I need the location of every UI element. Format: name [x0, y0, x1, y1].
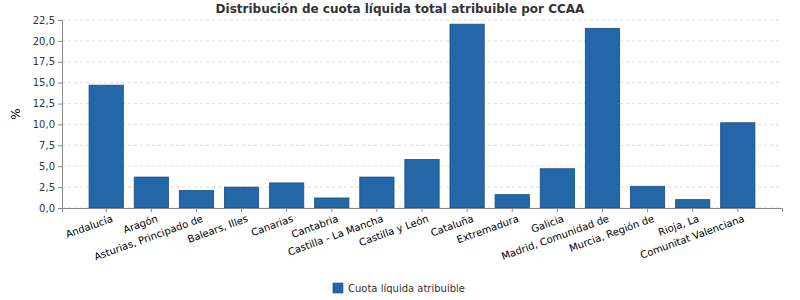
bar	[179, 190, 213, 208]
bar	[450, 24, 484, 208]
y-tick-mark	[58, 124, 62, 125]
bars	[89, 24, 755, 208]
x-tick-label: Extremadura	[455, 213, 520, 246]
x-tick-mark	[106, 208, 107, 212]
y-axis-line	[58, 21, 63, 209]
grid-line	[62, 82, 782, 83]
grid-line	[62, 103, 782, 104]
x-tick-mark	[331, 208, 332, 212]
bar	[315, 198, 349, 208]
y-tick: 22,5	[33, 15, 62, 26]
x-tick: Canarias	[250, 208, 295, 238]
y-tick-label: 15,0	[33, 77, 55, 88]
x-tick-mark	[467, 208, 468, 212]
y-tick-mark	[58, 20, 62, 21]
y-tick-label: 2,5	[39, 182, 55, 193]
x-tick-mark	[602, 208, 603, 212]
x-axis: AndalucíaAragónAsturias, Principado deBa…	[63, 208, 783, 262]
grid-line	[62, 61, 782, 62]
x-tick-mark	[286, 208, 287, 212]
x-tick-mark	[692, 208, 693, 212]
legend: Cuota líquida atribuible	[333, 283, 465, 294]
y-tick-label: 22,5	[33, 15, 55, 26]
y-tick-mark	[58, 208, 62, 209]
y-axis-title: %	[9, 108, 23, 119]
y-tick-label: 5,0	[39, 161, 55, 172]
y-tick: 20,0	[33, 36, 62, 47]
bar	[540, 169, 574, 208]
x-tick-mark	[151, 208, 152, 212]
y-tick-mark	[58, 104, 62, 105]
y-tick-mark	[58, 83, 62, 84]
x-tick: Andalucía	[64, 208, 114, 240]
legend-label: Cuota líquida atribuible	[348, 283, 465, 294]
y-tick-mark	[58, 145, 62, 146]
bar	[495, 195, 529, 208]
grid	[62, 20, 782, 208]
x-tick: Comunitat Valenciana	[639, 208, 746, 261]
y-tick-label: 7,5	[39, 140, 55, 151]
bar	[405, 160, 439, 208]
y-tick: 10,0	[33, 119, 62, 130]
bar	[676, 200, 710, 208]
y-tick-label: 0,0	[39, 203, 55, 214]
x-tick-mark	[557, 208, 558, 212]
y-tick-label: 17,5	[33, 56, 55, 67]
x-tick: Castilla y León	[358, 208, 430, 248]
x-tick-mark	[196, 208, 197, 212]
y-tick-label: 12,5	[33, 98, 55, 109]
x-tick-mark	[512, 208, 513, 212]
y-tick: 0,0	[39, 203, 62, 214]
bar	[134, 177, 168, 208]
grid-line	[62, 40, 782, 41]
y-tick-mark	[58, 41, 62, 42]
y-tick: 15,0	[33, 77, 62, 88]
x-tick: Extremadura	[455, 208, 520, 245]
bar	[89, 85, 123, 208]
y-tick: 5,0	[39, 161, 62, 172]
x-tick-label: Castilla y León	[358, 213, 430, 248]
x-tick-mark	[241, 208, 242, 212]
y-tick: 17,5	[33, 56, 62, 67]
y-tick-mark	[58, 62, 62, 63]
y-tick-label: 10,0	[33, 119, 55, 130]
x-tick-label: Balears, Illes	[186, 213, 250, 245]
bar	[224, 187, 258, 208]
grid-line	[62, 145, 782, 146]
grid-line	[62, 20, 782, 21]
bar	[721, 123, 755, 208]
y-tick-mark	[58, 166, 62, 167]
x-tick: Murcia, Región de	[568, 208, 656, 254]
bar	[585, 28, 619, 208]
chart: Distribución de cuota líquida total atri…	[0, 0, 800, 300]
y-tick-mark	[58, 187, 62, 188]
x-tick-label: Comunitat Valenciana	[639, 213, 746, 261]
x-axis-line	[63, 209, 783, 213]
bar	[360, 177, 394, 208]
x-tick-label: Murcia, Región de	[568, 213, 656, 254]
y-tick: 12,5	[33, 98, 62, 109]
x-tick-mark	[737, 208, 738, 212]
y-tick-label: 20,0	[33, 36, 55, 47]
bar	[630, 186, 664, 208]
x-tick-label: Andalucía	[64, 213, 114, 240]
y-tick: 7,5	[39, 140, 62, 151]
title: Distribución de cuota líquida total atri…	[216, 2, 586, 16]
x-tick-mark	[376, 208, 377, 212]
y-tick: 2,5	[39, 182, 62, 193]
x-tick-mark	[647, 208, 648, 212]
x-tick: Balears, Illes	[186, 208, 250, 245]
x-tick-mark	[422, 208, 423, 212]
x-tick-label: Canarias	[250, 213, 295, 238]
legend-swatch	[333, 283, 343, 293]
y-axis: 0,0 2,5 5,0 7,5 10,0 12,5 15,0 17,5 20,0 22,5	[33, 15, 63, 214]
bar	[270, 183, 304, 208]
grid-line	[62, 124, 782, 125]
